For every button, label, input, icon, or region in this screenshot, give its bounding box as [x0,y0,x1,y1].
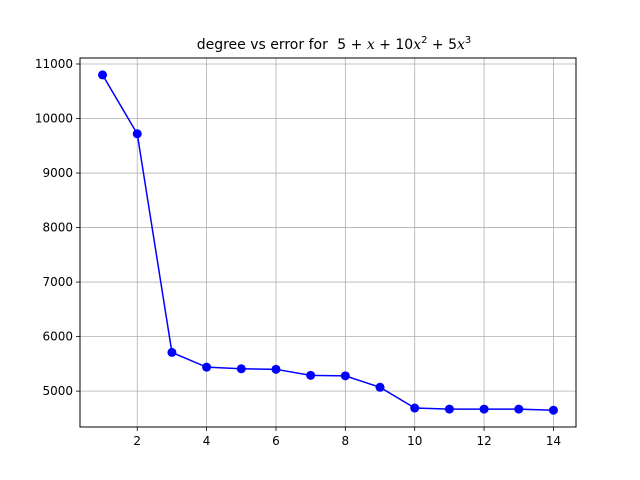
chart-title-formula-exp2: 2 [421,35,427,46]
data-point [479,404,489,414]
x-tick-label: 4 [203,434,211,448]
y-tick-label: 5000 [42,384,73,398]
chart-title-formula-x2: x [413,37,421,53]
x-tick-label: 6 [272,434,280,448]
data-point [375,382,385,392]
chart-title: degree vs error for 5 + x + 10x2 + 5x3 [197,35,472,53]
chart-title-formula-prefix: 5 + [337,37,367,53]
y-tick-label: 10000 [35,112,73,126]
plot-area-frame [79,57,577,428]
data-point [236,364,246,374]
chart-title-formula-mid2: + 5 [427,37,457,53]
x-tick-label: 12 [476,434,491,448]
data-point [98,70,108,80]
x-tick-label: 2 [133,434,141,448]
y-tick-label: 9000 [42,166,73,180]
data-point [548,405,558,415]
chart-title-formula-mid1: + 10 [375,37,413,53]
chart-title-formula-x: x [367,37,375,53]
x-tick-label: 10 [407,434,422,448]
data-point [340,371,350,381]
chart-title-formula-x3: x [457,37,465,53]
y-tick-label: 6000 [42,330,73,344]
chart-title-formula-exp3: 3 [465,35,471,46]
series-line [101,74,554,411]
data-point [132,129,142,139]
y-tick-label: 8000 [42,221,73,235]
data-point [271,364,281,374]
data-point [410,403,420,413]
data-point [514,404,524,414]
data-point [444,404,454,414]
chart-title-text: degree vs error for [197,37,328,53]
y-tick-label: 11000 [35,57,73,71]
data-point [202,362,212,372]
data-point [306,370,316,380]
x-tick-label: 8 [342,434,350,448]
series-layer [98,70,558,415]
x-tick-label: 14 [546,434,561,448]
y-tick-label: 7000 [42,275,73,289]
ticks-layer: 2 4 6 8 10 12 14 5000 6000 7000 8000 9000 10000 11000 [35,57,561,448]
data-point [167,347,177,357]
